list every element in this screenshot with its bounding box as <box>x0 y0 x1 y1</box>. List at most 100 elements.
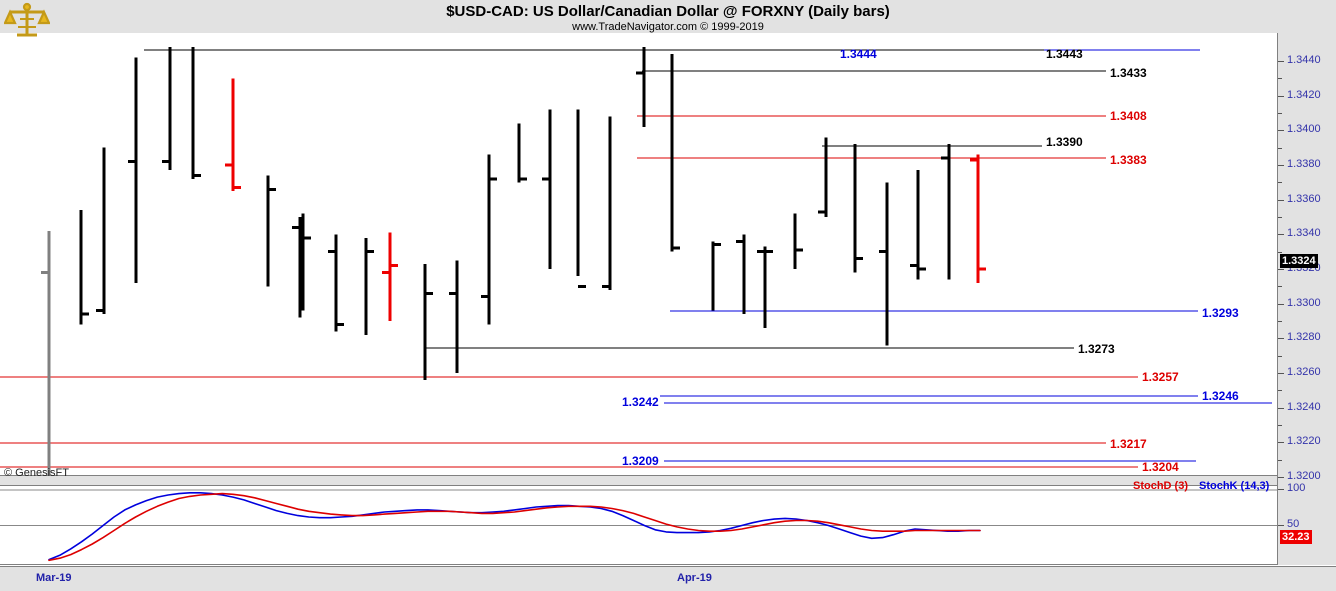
price-axis-label: 1.3420 <box>1287 88 1321 101</box>
vendor-watermark: © GenesisFT <box>4 467 69 479</box>
price-axis-label: 1.3380 <box>1287 158 1321 170</box>
ohlc-bar <box>449 260 459 373</box>
chart-subtitle: www.TradeNavigator.com © 1999-2019 <box>572 21 764 33</box>
ohlc-bar <box>636 47 646 127</box>
ohlc-bar <box>41 230 51 476</box>
price-axis-tick <box>1278 407 1284 409</box>
price-axis-tick <box>1278 442 1284 444</box>
ohlc-bar <box>96 147 106 315</box>
ohlc-bar <box>941 144 951 280</box>
scales-of-justice-logo <box>4 1 50 41</box>
price-level-label: 1.3390 <box>1046 135 1083 149</box>
ohlc-bar <box>970 154 986 283</box>
price-axis-tick <box>1278 61 1284 62</box>
price-axis-minor-tick <box>1278 78 1282 80</box>
ohlc-bar <box>423 263 433 380</box>
price-axis-minor-tick <box>1278 251 1282 253</box>
price-axis-minor-tick <box>1278 390 1282 392</box>
ohlc-bar <box>602 116 612 290</box>
ohlc-bar <box>576 109 586 288</box>
price-level-label: 1.3273 <box>1078 342 1115 356</box>
ohlc-bar <box>162 47 172 171</box>
price-axis-minor-tick <box>1278 182 1282 184</box>
price-axis-tick <box>1278 373 1284 374</box>
price-axis-tick <box>1278 338 1284 340</box>
ohlc-bar <box>517 123 527 183</box>
ohlc-bar <box>481 154 497 325</box>
ohlc-bar <box>225 78 241 191</box>
price-axis-minor-tick <box>1278 217 1282 218</box>
price-level-label: 1.3293 <box>1202 306 1239 320</box>
price-level-label: 1.3257 <box>1142 370 1179 384</box>
stoch-d-legend: StochD (3) <box>1133 480 1188 492</box>
price-axis-tick <box>1278 477 1284 478</box>
price-axis-tick <box>1278 95 1284 97</box>
price-axis-label: 1.3260 <box>1287 366 1321 378</box>
ohlc-bar <box>711 241 721 311</box>
price-level-label: 1.3204 <box>1142 460 1179 474</box>
price-axis[interactable]: 1.3440 1.3420 1.3400 1.3380 1.3360 1.3340 1.33… <box>1277 33 1336 565</box>
price-axis-minor-tick <box>1278 286 1282 288</box>
pane-divider <box>0 476 1277 485</box>
price-axis-tick <box>1278 199 1284 201</box>
price-level-label: 1.3443 <box>1046 47 1083 61</box>
ohlc-bar <box>879 182 889 346</box>
ohlc-bar <box>382 232 398 321</box>
stoch-k-legend: StochK (14,3) <box>1199 480 1270 492</box>
ohlc-bar <box>542 109 552 269</box>
price-axis-minor-tick <box>1278 459 1282 461</box>
price-level-label: 1.3209 <box>622 454 659 468</box>
ohlc-bar <box>191 47 201 179</box>
ohlc-bar <box>853 144 863 273</box>
price-plot-svg <box>0 47 1272 476</box>
header-band <box>0 0 1336 33</box>
date-axis-label: Mar-19 <box>36 572 72 584</box>
stochastic-plot-svg <box>0 489 1277 562</box>
ohlc-bar <box>818 137 828 217</box>
price-level-label: 1.3242 <box>622 395 659 409</box>
price-chart-pane[interactable] <box>0 33 1277 476</box>
stoch-value-marker: 32.23 <box>1280 530 1312 545</box>
ohlc-bar <box>328 234 344 332</box>
stoch-axis-tick <box>1278 489 1284 490</box>
ohlc-bar <box>364 237 374 335</box>
price-axis-minor-tick <box>1278 113 1282 114</box>
price-axis-tick <box>1278 303 1284 305</box>
price-axis-label: 1.3220 <box>1287 435 1321 448</box>
ohlc-bar <box>266 175 276 287</box>
chart-title: $USD-CAD: US Dollar/Canadian Dollar @ FO… <box>446 3 890 20</box>
ohlc-bar <box>736 234 746 315</box>
price-axis-tick <box>1278 269 1284 270</box>
price-axis-label: 1.3280 <box>1287 331 1321 344</box>
ohlc-bar <box>292 217 302 318</box>
price-level-label: 1.3246 <box>1202 389 1239 403</box>
date-axis-label: Apr-19 <box>677 572 712 584</box>
ohlc-bar <box>128 57 138 283</box>
ohlc-bar <box>79 210 89 325</box>
price-axis-minor-tick <box>1278 147 1282 149</box>
stochastic-pane[interactable] <box>0 485 1277 565</box>
price-axis-label: 1.3440 <box>1287 54 1321 66</box>
price-axis-minor-tick <box>1278 321 1282 322</box>
price-axis-label: 1.3340 <box>1287 227 1321 240</box>
price-level-label: 1.3444 <box>840 47 877 61</box>
price-axis-label: 1.3300 <box>1287 296 1321 309</box>
stoch-axis-tick <box>1278 524 1284 526</box>
stoch-axis-label: 100 <box>1287 482 1306 494</box>
ohlc-bar <box>757 246 773 328</box>
price-level-label: 1.3408 <box>1110 109 1147 123</box>
current-price-marker: 1.3324 <box>1280 254 1318 269</box>
stoch-axis-label: 50 <box>1287 517 1300 530</box>
price-axis-minor-tick <box>1278 425 1282 426</box>
price-level-label: 1.3217 <box>1110 437 1147 451</box>
price-axis-tick <box>1278 130 1284 132</box>
price-axis-label: 1.3360 <box>1287 192 1321 205</box>
price-axis-tick <box>1278 165 1284 166</box>
price-axis-label: 1.3240 <box>1287 400 1321 413</box>
stoch-series-line <box>48 492 981 561</box>
price-level-label: 1.3433 <box>1110 66 1147 80</box>
ohlc-bar <box>670 54 680 252</box>
price-axis-minor-tick <box>1278 355 1282 357</box>
price-axis-tick <box>1278 234 1284 236</box>
